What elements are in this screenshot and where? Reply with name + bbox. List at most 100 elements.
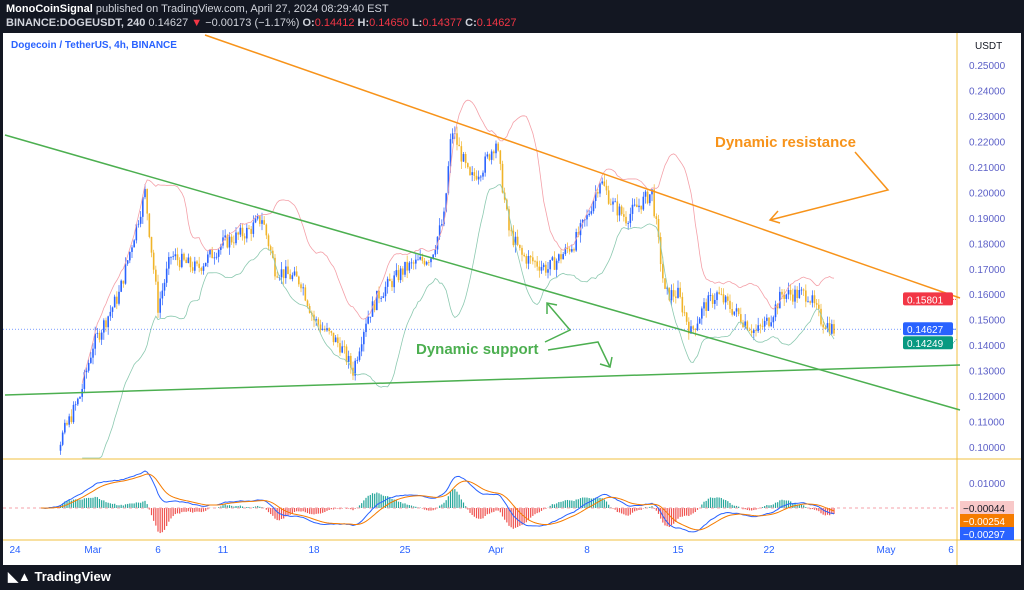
candle [733,311,736,315]
macd-histogram-bar [153,508,155,521]
candle [451,133,454,140]
candle [263,220,265,225]
macd-histogram-bar [636,508,638,511]
candle [139,216,142,224]
candle [85,370,88,373]
price-chart[interactable]: Dogecoin / TetherUS, 4h, BINANCE USDT 0.25… [3,33,1021,565]
macd-histogram-bar [803,505,805,508]
candle [740,314,742,323]
candle [170,256,172,258]
macd-histogram-bar [720,497,722,508]
candle [267,235,270,247]
macd-histogram-bar [289,508,291,515]
macd-histogram-bar [562,501,564,508]
candle [659,237,662,265]
macd-histogram-bar [790,501,792,508]
candle [813,295,816,304]
macd-histogram-bar [159,508,161,534]
price-label-bg [903,336,953,350]
macd-histogram-bar [532,508,534,516]
macd-histogram-bar [800,504,803,508]
macd-histogram-bar [237,506,239,508]
y-tick-label: 0.15000 [969,316,1006,327]
macd-histogram-bar [105,502,107,508]
candle [246,227,248,239]
macd-histogram-bar [690,508,692,515]
candle [408,262,411,271]
arrowhead-icon [599,356,613,368]
candle [694,328,697,330]
x-tick-label: Apr [488,545,504,556]
macd-histogram-bar [705,500,707,508]
candle [701,308,703,319]
macd-histogram-bar [85,498,88,508]
candle [404,261,406,275]
candle [785,294,788,299]
candle [688,321,690,334]
candle [486,154,489,157]
down-arrow-icon: ▼ [191,17,203,29]
candle [358,351,361,360]
candle [109,311,112,317]
candle [68,416,70,425]
macd-histogram-bar [597,498,599,508]
macd-histogram-bar [259,506,261,508]
macd-histogram-bar [486,508,488,515]
candle [627,223,629,224]
candle [456,133,458,145]
macd-histogram-bar [688,508,690,516]
macd-histogram-bar [233,506,235,508]
macd-histogram-bar [517,508,519,528]
macd-histogram-bar [616,508,618,513]
macd-histogram-bar [70,500,72,508]
arrowhead-icon [546,302,558,314]
candle [605,185,608,191]
candle [748,329,751,331]
macd-histogram-bar [560,501,562,508]
macd-histogram-bar [94,496,96,508]
candle [703,302,705,309]
candle [204,262,207,267]
macd-histogram-bar [558,502,560,508]
candle [618,206,621,216]
macd-histogram-bar [770,505,772,508]
macd-histogram-bar [92,497,94,508]
macd-histogram-bar [748,508,751,511]
candle [828,323,831,334]
candle [737,308,740,315]
macd-histogram-bar [198,508,200,512]
candle [768,317,770,327]
macd-histogram-bar [129,503,131,508]
candle [809,301,811,303]
candle [423,260,426,265]
candle [547,269,549,273]
macd-histogram-bar [491,508,493,513]
macd-histogram-bar [718,497,720,508]
candle [148,213,151,237]
candle [280,269,283,278]
candle [425,262,428,265]
candle [445,193,447,212]
close: 0.14627 [476,17,517,29]
macd-histogram-bar [612,508,614,509]
candle [434,249,437,255]
macd-histogram-bar [218,507,220,508]
candle [306,300,309,307]
macd-histogram-bar [816,508,818,511]
macd-histogram-bar [354,508,356,509]
macd-histogram-bar [553,504,556,508]
macd-histogram-bar [484,508,486,517]
candle [90,357,92,363]
macd-histogram-bar [664,508,666,526]
candle [224,235,226,238]
macd-histogram-bar [367,495,369,508]
candle [664,278,666,289]
macd-histogram-bar [764,506,766,508]
macd-label-bg [960,514,1014,527]
symbol: BINANCE:DOGEUSDT, 240 [6,17,146,29]
candle [369,316,372,318]
chart-panel[interactable]: Dogecoin / TetherUS, 4h, BINANCE USDT 0.25… [3,33,1021,565]
candle [581,219,584,224]
macd-histogram-bar [651,506,653,508]
macd-histogram-bar [62,503,64,508]
